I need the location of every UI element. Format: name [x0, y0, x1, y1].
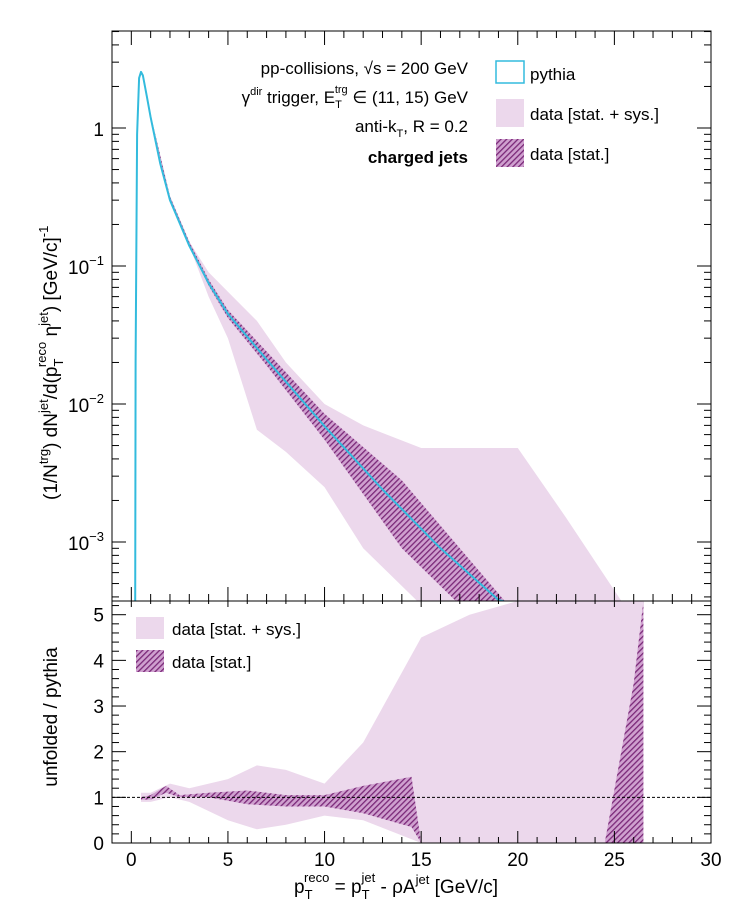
sys-band-ratio: [141, 601, 644, 843]
upper-y-axis-label: (1/Ntrg) dNjet/d(pTreco ηjet) [GeV/c]-1: [34, 226, 66, 500]
y-tick-label-ratio: 0: [93, 834, 104, 855]
x-tick-label: 25: [604, 850, 625, 871]
annotation-trigger: γdir trigger, ETtrg ∈ (11, 15) GeV: [242, 84, 469, 111]
lower-legend: data [stat. + sys.] data [stat.]: [136, 617, 301, 672]
y-tick-label-0.001: 10−3: [68, 529, 104, 555]
sys-band-upper: [170, 196, 622, 601]
y-tick-label-ratio: 1: [93, 788, 104, 809]
annotation-algorithm: anti-kT, R = 0.2: [355, 117, 468, 140]
lower-panel: 0 5 10 15 20 25 30 0 1 2 3 4 5 unfolded / pythia pTr…: [41, 600, 722, 902]
legend-label-sys: data [stat. + sys.]: [530, 105, 659, 124]
lower-axis-ticks: [112, 601, 712, 844]
legend-label-stat: data [stat.]: [530, 145, 609, 164]
lower-y-axis-label: unfolded / pythia: [41, 647, 62, 787]
y-tick-label-ratio: 2: [93, 743, 104, 764]
annotation-collision: pp-collisions, √s = 200 GeV: [261, 59, 469, 78]
lower-plot-area: [112, 601, 711, 843]
x-axis-label: pTreco = pTjet - ρAjet [GeV/c]: [294, 870, 498, 902]
y-tick-label-ratio: 4: [93, 651, 104, 672]
legend-swatch-pythia: [495, 60, 525, 84]
annotation-jet-type: charged jets: [368, 148, 468, 167]
stat-band-ratio: [141, 776, 422, 843]
upper-plot-area: [134, 70, 622, 601]
upper-legend: pythia data [stat. + sys.] data [stat.]: [495, 60, 659, 167]
lower-tick-labels: 0 5 10 15 20 25 30 0 1 2 3 4 5: [93, 606, 721, 871]
x-tick-label: 5: [223, 850, 234, 871]
legend-label-sys-ratio: data [stat. + sys.]: [172, 620, 301, 639]
legend-label-stat-ratio: data [stat.]: [172, 653, 251, 672]
y-tick-label-0.1: 10−1: [68, 253, 104, 279]
legend-swatch-sys: [496, 99, 524, 127]
upper-panel: 1 10−1 10−2 10−3 (1/Ntrg) dNjet/d(pTreco…: [34, 30, 712, 602]
y-tick-label-ratio: 3: [93, 697, 104, 718]
y-tick-label-0.01: 10−2: [68, 391, 104, 417]
legend-swatch-stat: [496, 139, 524, 167]
upper-axis-ticks: [112, 31, 712, 601]
legend-label-pythia: pythia: [530, 65, 576, 84]
x-tick-label: 20: [507, 850, 528, 871]
y-tick-label-ratio: 5: [93, 606, 104, 627]
x-tick-label: 10: [314, 850, 335, 871]
x-tick-label: 0: [126, 850, 137, 871]
legend-swatch-stat-ratio: [136, 650, 164, 672]
x-tick-label: 15: [411, 850, 432, 871]
legend-swatch-sys-ratio: [136, 617, 164, 639]
x-tick-label: 30: [700, 850, 721, 871]
pythia-curve: [134, 70, 507, 601]
lower-frame: [111, 600, 712, 844]
stat-band-ratio-high: [604, 601, 644, 843]
y-tick-label-1: 1: [93, 120, 104, 141]
